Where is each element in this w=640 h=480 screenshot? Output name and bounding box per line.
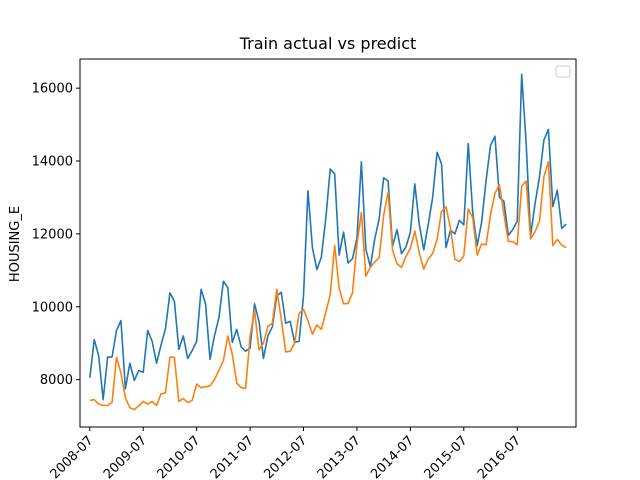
y-axis-label: HOUSING_E [8, 206, 23, 282]
series-line-1 [89, 73, 567, 401]
series-group [89, 73, 567, 411]
y-axis: 8000 10000 12000 14000 16000 [32, 82, 80, 388]
plot-frame [79, 58, 577, 428]
y-tick-label: 8000 [40, 373, 73, 388]
y-tick-label: 16000 [32, 82, 73, 97]
chart-title: Train actual vs predict [239, 34, 417, 53]
y-tick-label: 12000 [32, 227, 73, 242]
series-line-2 [89, 160, 567, 411]
plot-area [79, 58, 577, 428]
y-tick-label: 10000 [32, 300, 73, 315]
legend-box [555, 65, 571, 78]
y-tick-label: 14000 [32, 155, 73, 170]
